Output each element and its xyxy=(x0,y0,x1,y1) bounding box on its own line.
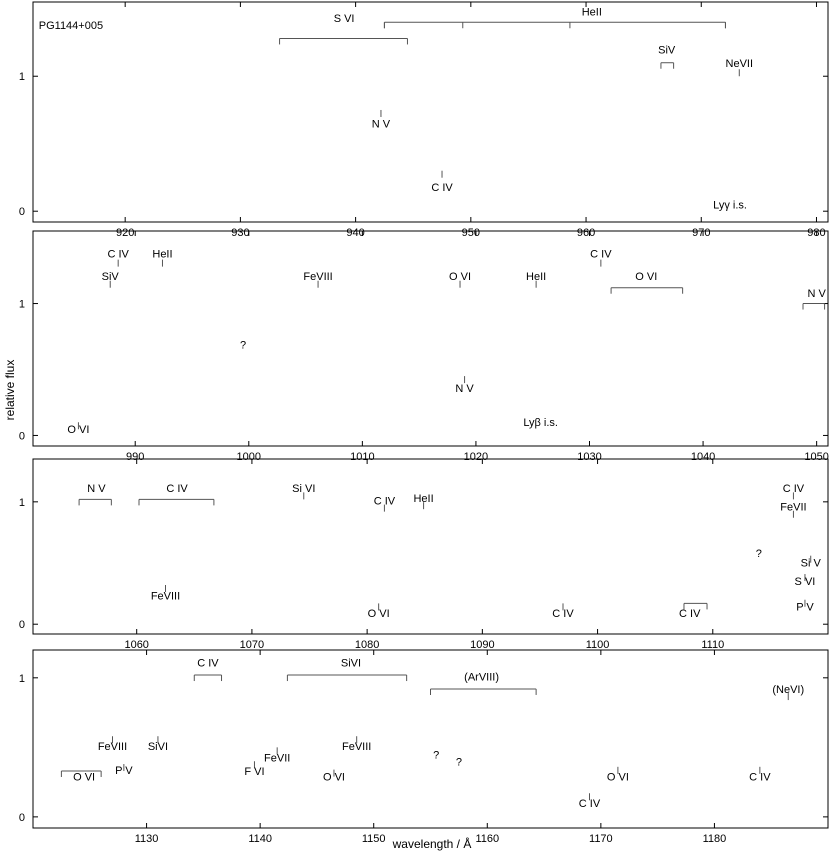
x-tick-label: 1180 xyxy=(703,833,727,845)
x-tick-label: 1070 xyxy=(240,639,264,651)
x-tick-label: 1060 xyxy=(124,639,148,651)
line-id-label: Lyγ i.s. xyxy=(713,200,747,212)
spectrum-panel-2: 990 1000 1010 1020 1030 1040 1050 0 1 C IV HeII SiV… xyxy=(19,230,829,463)
spectrum-panel-4: 1130 1140 1150 1160 1170 1180 0 1 C IV SiVI (ArVII… xyxy=(19,649,829,845)
x-tick-label: 1110 xyxy=(701,639,724,651)
x-tick-label: 1080 xyxy=(355,639,379,651)
x-tick-label: 950 xyxy=(462,227,480,239)
line-id-label: SiV xyxy=(658,44,676,56)
x-tick-label: 1050 xyxy=(804,451,828,463)
x-tick-label: 1020 xyxy=(464,451,488,463)
line-id-label: N V xyxy=(807,288,826,300)
line-id-label: (NeVI) xyxy=(772,684,804,696)
x-tick-label: 930 xyxy=(231,227,249,239)
line-id-label: C IV xyxy=(579,798,601,810)
line-id-label: HeII xyxy=(526,271,546,283)
line-id-label: ? xyxy=(240,339,246,351)
line-id-label: FeVIII xyxy=(342,741,371,753)
line-id-label: Si VI xyxy=(292,483,315,495)
x-tick-label: 960 xyxy=(577,227,595,239)
x-axis-label: wavelength / Å xyxy=(392,836,472,851)
y-tick-label: 0 xyxy=(19,619,25,631)
line-id-label: ? xyxy=(456,756,462,768)
plot-frame xyxy=(32,649,829,829)
line-id-label: NeVII xyxy=(726,58,754,70)
line-id-label: FeVII xyxy=(780,501,806,513)
x-tick-label: 1160 xyxy=(475,833,499,845)
line-id-label: O VI xyxy=(449,271,471,283)
line-id-label: FeVIII xyxy=(98,741,127,753)
y-axis-label: relative flux xyxy=(3,360,17,421)
line-id-label: C IV xyxy=(783,483,805,495)
y-tick-label: 1 xyxy=(19,673,25,685)
x-tick-label: 1130 xyxy=(135,833,159,845)
y-tick-label: 0 xyxy=(19,206,25,218)
line-id-label: C IV xyxy=(679,608,701,620)
x-tick-label: 1040 xyxy=(691,451,715,463)
y-tick-label: 1 xyxy=(19,299,25,311)
line-id-label: SiV xyxy=(102,271,120,283)
line-id-label: N V xyxy=(455,383,474,395)
line-id-label: HeII xyxy=(152,248,172,260)
line-id-label: ? xyxy=(756,548,762,560)
line-id-label: O VI xyxy=(607,772,629,784)
y-tick-label: 1 xyxy=(19,71,25,83)
line-id-label: C IV xyxy=(431,182,453,194)
x-tick-label: 920 xyxy=(116,227,134,239)
line-id-label: C IV xyxy=(552,608,574,620)
plot-frame xyxy=(32,458,829,635)
line-id-label: SiVI xyxy=(341,658,361,670)
line-id-label: ? xyxy=(433,749,439,761)
y-tick-label: 0 xyxy=(19,430,25,442)
x-tick-label: 970 xyxy=(692,227,710,239)
line-id-label: FeVII xyxy=(264,752,290,764)
line-id-label: C IV xyxy=(590,248,612,260)
line-id-label: O VI xyxy=(323,772,345,784)
plot-frame xyxy=(32,230,829,447)
line-id-label: (ArVIII) xyxy=(464,672,499,684)
x-tick-label: 1010 xyxy=(350,451,374,463)
line-id-label: O VI xyxy=(635,271,657,283)
x-tick-label: 1100 xyxy=(586,639,610,651)
x-tick-label: 1030 xyxy=(577,451,601,463)
line-id-label: O VI xyxy=(67,424,89,436)
line-id-label: N V xyxy=(372,119,391,131)
line-id-label: P V xyxy=(796,602,814,614)
x-tick-label: 940 xyxy=(346,227,364,239)
line-id-label: S VI xyxy=(334,13,355,25)
y-tick-label: 1 xyxy=(19,497,25,509)
line-id-label: C IV xyxy=(197,658,219,670)
line-id-label: Si V xyxy=(801,558,822,570)
x-tick-label: 1090 xyxy=(470,639,494,651)
x-tick-label: 1140 xyxy=(248,833,272,845)
x-tick-label: 1000 xyxy=(237,451,261,463)
line-id-label: HeII xyxy=(413,493,433,505)
plot-frame xyxy=(32,1,829,223)
line-id-label: FeVIII xyxy=(303,271,332,283)
line-id-label: C IV xyxy=(107,248,129,260)
line-id-label: O VI xyxy=(368,608,390,620)
line-id-label: Lyβ i.s. xyxy=(523,417,558,429)
line-id-label: SiVI xyxy=(148,741,168,753)
spectrum-panel-3: 1060 1070 1080 1090 1100 1110 0 1 N V C IV Si VI C … xyxy=(19,458,829,651)
line-id-label: N V xyxy=(87,483,106,495)
line-id-label: PG1144+005 xyxy=(39,20,103,32)
line-id-label: F VI xyxy=(244,766,264,778)
line-id-label: C IV xyxy=(166,483,188,495)
line-id-label: O VI xyxy=(73,772,95,784)
line-id-label: FeVIII xyxy=(151,591,180,603)
x-tick-label: 1150 xyxy=(362,833,386,845)
line-id-label: HeII xyxy=(582,6,602,18)
line-id-label: C IV xyxy=(749,772,771,784)
x-tick-label: 990 xyxy=(126,451,144,463)
line-id-label: S VI xyxy=(795,576,816,588)
x-tick-label: 1170 xyxy=(589,833,613,845)
y-tick-label: 0 xyxy=(19,812,25,824)
line-id-label: P V xyxy=(115,765,133,777)
line-id-label: C IV xyxy=(374,495,396,507)
